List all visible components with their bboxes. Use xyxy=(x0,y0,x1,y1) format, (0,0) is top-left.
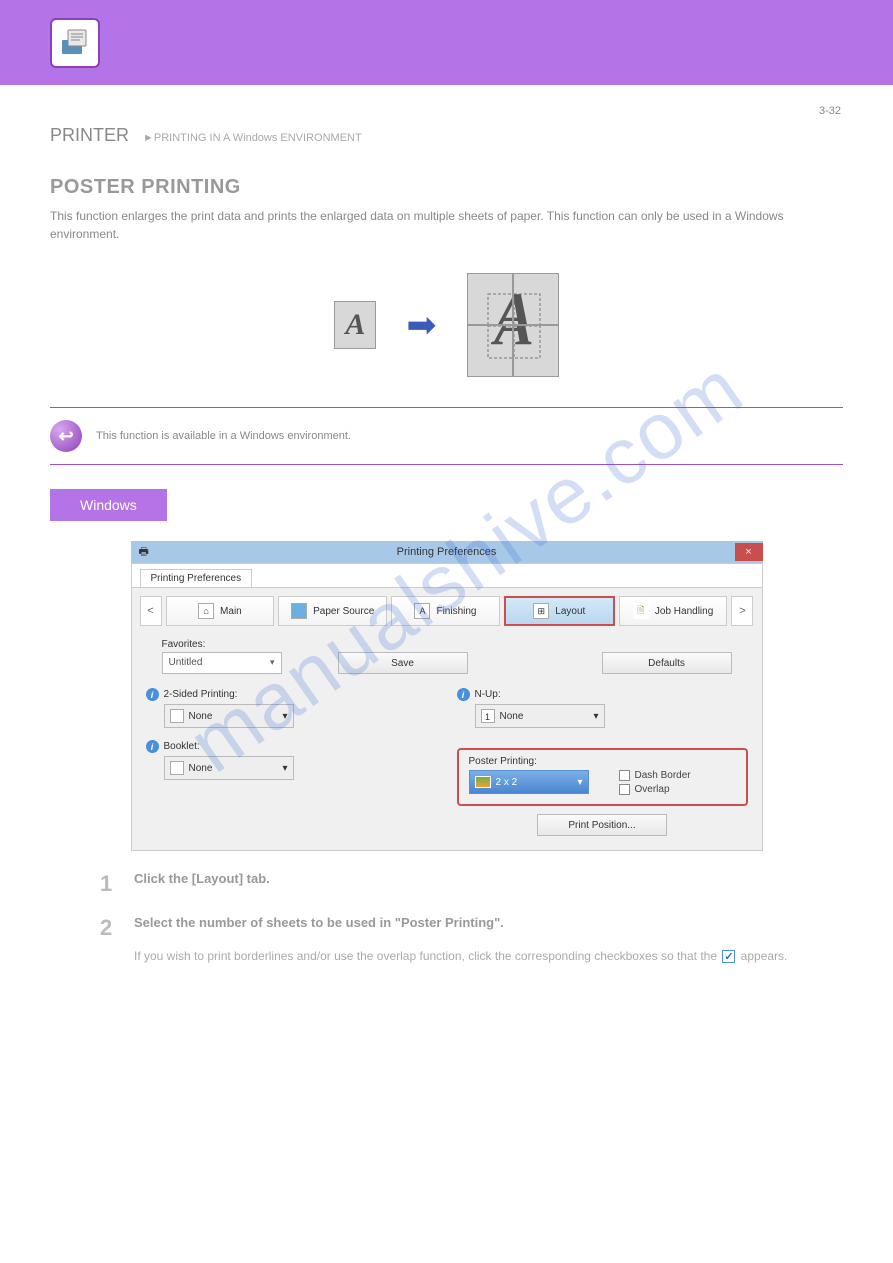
overlap-checkbox-row[interactable]: Overlap xyxy=(619,784,691,795)
note-row: ↩ This function is available in a Window… xyxy=(50,418,843,454)
nup-dropdown[interactable]: 1 None ▾ xyxy=(475,704,605,728)
page-icon: A xyxy=(414,603,430,619)
overlap-label: Overlap xyxy=(635,784,670,795)
page-content: 3-32 PRINTER ►PRINTING IN A Windows ENVI… xyxy=(0,85,893,1006)
chevron-down-icon: ▾ xyxy=(593,711,598,722)
close-button[interactable]: × xyxy=(735,543,763,561)
defaults-button[interactable]: Defaults xyxy=(602,652,732,674)
step-body-post: appears. xyxy=(737,949,787,963)
dialog-titlebar: 🖶 Printing Preferences × xyxy=(131,541,763,563)
checkbox-icon xyxy=(619,770,630,781)
feature-description: This function enlarges the print data an… xyxy=(50,207,843,243)
divider xyxy=(50,407,843,408)
windows-badge: Windows xyxy=(50,489,167,521)
header-banner xyxy=(0,0,893,85)
nup-label: N-Up: xyxy=(475,689,501,700)
two-sided-value: None xyxy=(189,711,213,722)
tray-icon xyxy=(291,603,307,619)
tab-main-label: Main xyxy=(220,606,242,617)
tab-paper-source[interactable]: Paper Source xyxy=(278,596,387,626)
favorites-dropdown[interactable]: Untitled ▾ xyxy=(162,652,282,674)
ribbon-next-button[interactable]: > xyxy=(731,596,753,626)
arrow-icon: ➡ xyxy=(406,304,436,346)
poster-dropdown[interactable]: 2 x 2 ▾ xyxy=(469,770,589,794)
chevron-down-icon: ▾ xyxy=(282,711,287,722)
poster-label: Poster Printing: xyxy=(469,756,589,767)
tab-finishing-label: Finishing xyxy=(436,606,476,617)
poster-printing-highlight: Poster Printing: 2 x 2 ▾ Dash Border xyxy=(457,748,748,806)
step-body: If you wish to print borderlines and/or … xyxy=(134,947,793,966)
svg-text:A: A xyxy=(514,326,534,357)
home-icon: ⌂ xyxy=(198,603,214,619)
tab-layout-label: Layout xyxy=(555,606,585,617)
tab-finishing[interactable]: A Finishing xyxy=(391,596,500,626)
info-icon[interactable]: i xyxy=(457,688,470,701)
printer-section-icon xyxy=(50,18,100,68)
chevron-down-icon: ▾ xyxy=(270,657,275,668)
info-icon[interactable]: i xyxy=(146,740,159,753)
job-icon: 🗎 xyxy=(633,603,649,619)
checked-checkbox-icon xyxy=(722,950,735,963)
svg-text:A: A xyxy=(514,281,534,325)
right-column: i N-Up: 1 None ▾ Poster Printing: 2 x 2 ▾ xyxy=(457,688,748,836)
return-icon: ↩ xyxy=(50,420,82,452)
dialog-title: Printing Preferences xyxy=(397,546,497,558)
poster-value: 2 x 2 xyxy=(496,777,518,788)
page-mini-icon xyxy=(170,761,184,775)
inner-tab[interactable]: Printing Preferences xyxy=(140,569,253,587)
checkbox-icon xyxy=(619,784,630,795)
two-sided-label: 2-Sided Printing: xyxy=(164,689,238,700)
ribbon-tabs: < ⌂ Main Paper Source A Finishing ⊞ Layo… xyxy=(132,588,762,634)
dialog-tabstrip: Printing Preferences xyxy=(132,564,762,588)
tab-paper-source-label: Paper Source xyxy=(313,606,374,617)
favorites-value: Untitled xyxy=(169,657,203,668)
layout-icon: ⊞ xyxy=(533,603,549,619)
step-2: 2 Select the number of sheets to be used… xyxy=(100,915,793,966)
single-page-icon: A xyxy=(334,301,376,349)
step-number: 2 xyxy=(100,915,124,941)
tab-job-handling-label: Job Handling xyxy=(655,606,713,617)
tab-job-handling[interactable]: 🗎 Job Handling xyxy=(619,596,728,626)
left-column: i 2-Sided Printing: None ▾ i Booklet: No… xyxy=(146,688,437,836)
poster-diagram: A ➡ A A A A xyxy=(50,273,843,377)
step-1: 1 Click the [Layout] tab. xyxy=(100,871,793,897)
section-header: PRINTER ►PRINTING IN A Windows ENVIRONME… xyxy=(50,125,843,146)
tab-main[interactable]: ⌂ Main xyxy=(166,596,275,626)
printer-mini-icon: 🖶 xyxy=(139,543,149,562)
booklet-dropdown[interactable]: None ▾ xyxy=(164,756,294,780)
page-mini-icon xyxy=(170,709,184,723)
divider xyxy=(50,464,843,465)
save-button[interactable]: Save xyxy=(338,652,468,674)
nup-value: None xyxy=(500,711,524,722)
tab-layout[interactable]: ⊞ Layout xyxy=(504,596,615,626)
step-body-pre: If you wish to print borderlines and/or … xyxy=(134,949,720,963)
step-number: 1 xyxy=(100,871,124,897)
info-icon[interactable]: i xyxy=(146,688,159,701)
booklet-label: Booklet: xyxy=(164,741,200,752)
quad-output-icon: A A A A xyxy=(467,273,559,377)
booklet-value: None xyxy=(189,763,213,774)
two-sided-dropdown[interactable]: None ▾ xyxy=(164,704,294,728)
page-number: 3-32 xyxy=(50,105,843,117)
svg-text:A: A xyxy=(490,281,513,325)
chevron-down-icon: ▾ xyxy=(282,763,287,774)
svg-text:A: A xyxy=(490,326,513,357)
ribbon-prev-button[interactable]: < xyxy=(140,596,162,626)
section-title: PRINTER xyxy=(50,125,129,146)
note-text: This function is available in a Windows … xyxy=(96,430,351,442)
print-position-button[interactable]: Print Position... xyxy=(537,814,667,836)
chevron-down-icon: ▾ xyxy=(577,777,582,788)
dash-border-checkbox-row[interactable]: Dash Border xyxy=(619,770,691,781)
step-title: Click the [Layout] tab. xyxy=(134,871,270,886)
step-title: Select the number of sheets to be used i… xyxy=(134,915,504,930)
feature-title: POSTER PRINTING xyxy=(50,176,843,199)
printing-preferences-dialog: 🖶 Printing Preferences × Printing Prefer… xyxy=(131,541,763,851)
nup-mini-icon: 1 xyxy=(481,709,495,723)
favorites-label: Favorites: xyxy=(162,639,302,650)
poster-mini-icon xyxy=(475,776,491,788)
dash-border-label: Dash Border xyxy=(635,770,691,781)
section-subtitle: ►PRINTING IN A Windows ENVIRONMENT xyxy=(143,132,362,144)
